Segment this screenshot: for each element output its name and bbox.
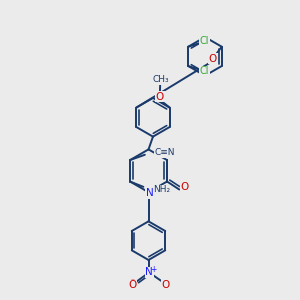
Text: N: N: [145, 268, 153, 278]
Text: N: N: [146, 188, 154, 198]
Text: NH₂: NH₂: [153, 185, 170, 194]
Text: +: +: [151, 265, 157, 274]
Text: O: O: [128, 280, 136, 290]
Text: Cl: Cl: [200, 66, 209, 76]
Text: ⁻: ⁻: [130, 276, 134, 285]
Text: O: O: [209, 54, 217, 64]
Text: C≡N: C≡N: [155, 148, 175, 158]
Text: Cl: Cl: [200, 36, 209, 46]
Text: CH₃: CH₃: [152, 75, 169, 84]
Text: O: O: [180, 182, 188, 193]
Text: O: O: [156, 92, 164, 102]
Text: O: O: [162, 280, 170, 290]
